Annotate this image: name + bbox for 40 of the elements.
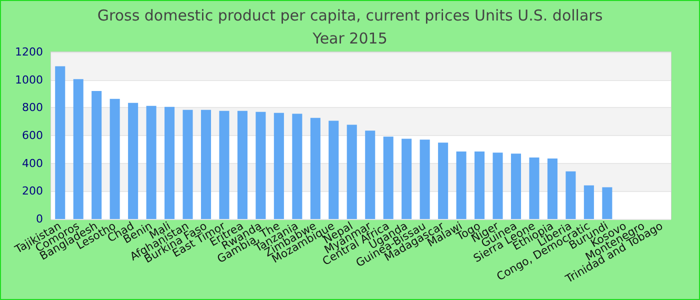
chart-title: Gross domestic product per capita, current prices Units U.S. dollars	[97, 6, 603, 24]
y-tick-label: 1000	[15, 73, 43, 86]
bar	[492, 152, 503, 219]
bar	[237, 110, 248, 219]
bar	[328, 120, 339, 219]
bar	[128, 102, 138, 219]
bar	[602, 187, 612, 219]
bar	[292, 114, 302, 219]
bar	[219, 110, 230, 219]
bar	[200, 110, 212, 219]
bar	[529, 157, 540, 219]
bar	[55, 66, 66, 219]
bar	[110, 98, 120, 219]
y-tick-label: 200	[22, 184, 43, 198]
bar	[346, 124, 357, 219]
bar	[566, 171, 576, 219]
bar	[402, 138, 412, 219]
bar	[274, 112, 284, 219]
bar	[383, 136, 394, 219]
bar	[584, 185, 594, 219]
y-tick-label: 600	[22, 129, 43, 142]
chart-subtitle: Year 2015	[312, 30, 388, 48]
bar	[510, 154, 522, 219]
bar	[420, 140, 430, 219]
bar	[547, 158, 558, 219]
bar	[146, 106, 156, 219]
bar	[474, 152, 485, 219]
y-tick-label: 800	[22, 101, 43, 114]
bar	[365, 130, 376, 219]
bar	[92, 90, 102, 219]
bar	[164, 106, 175, 219]
y-tick-label: 400	[22, 156, 43, 170]
bar	[256, 112, 266, 219]
bar	[73, 79, 84, 219]
y-tick-label: 1200	[15, 46, 43, 58]
y-tick-label: 0	[36, 212, 43, 226]
bar	[182, 110, 193, 219]
bar	[456, 152, 466, 219]
bar	[438, 142, 448, 219]
bar	[310, 118, 320, 219]
